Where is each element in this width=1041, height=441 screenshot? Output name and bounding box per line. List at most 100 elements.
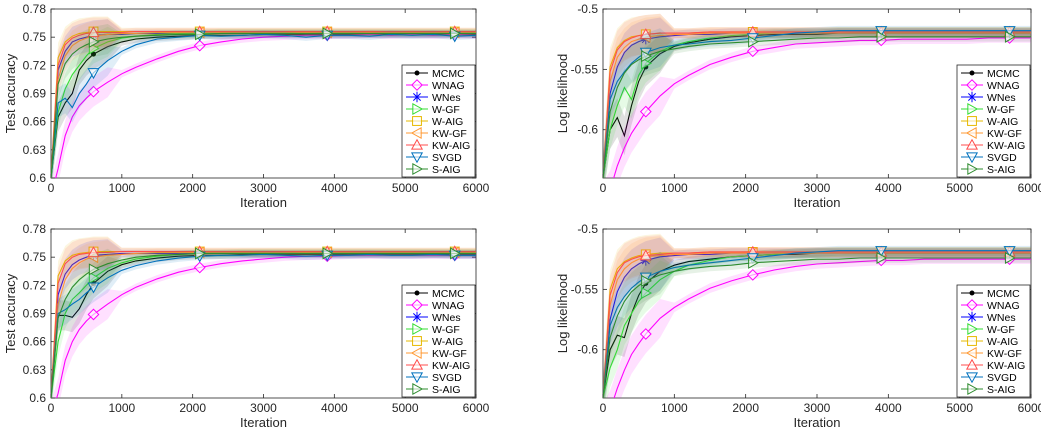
- legend-swatch-marker-kw-aig: [410, 138, 424, 150]
- x-tick-label: 4000: [321, 181, 348, 195]
- y-tick-label: -0.6: [577, 123, 598, 137]
- series-marker-kw-aig: [87, 246, 100, 258]
- legend-label-mcmc: MCMC: [432, 288, 465, 300]
- legend-label-kw-aig: KW-AIG: [987, 360, 1025, 372]
- legend-swatch-marker-s-aig: [967, 162, 979, 176]
- legend: MCMCWNAGWNesW-GFW-AIGKW-GFKW-AIGSVGDS-AI…: [956, 284, 1031, 398]
- x-tick-label: 5000: [392, 181, 419, 195]
- series-marker-svgd: [87, 68, 100, 80]
- chart-panel-3: 0 1000 2000 3000 4000 5000 6000 0.6 0.63 0.66 0.69…: [3, 222, 490, 430]
- series-marker-wnag: [87, 308, 100, 321]
- series-line-svgd: [603, 30, 1031, 178]
- x-tick-label: 3000: [250, 401, 277, 415]
- y-tick-label: -0.55: [571, 62, 599, 76]
- series-band-svgd: [603, 245, 1031, 398]
- legend-swatch-marker-w-aig: [412, 336, 422, 346]
- legend: MCMCWNAGWNesW-GFW-AIGKW-GFKW-AIGSVGDS-AI…: [956, 64, 1031, 178]
- x-tick-label: 6000: [463, 401, 490, 415]
- legend-label-kw-aig: KW-AIG: [432, 360, 470, 372]
- y-tick-label: 0.6: [29, 171, 46, 185]
- series-band-s-aig: [51, 248, 476, 398]
- legend-label-kw-gf: KW-GF: [432, 348, 467, 360]
- legend-label-w-gf: W-GF: [987, 104, 1015, 116]
- legend-swatch-marker-svgd: [410, 372, 424, 384]
- legend-label-wnag: WNAG: [987, 300, 1020, 312]
- legend-label-wnag: WNAG: [987, 80, 1020, 92]
- series-group: [51, 236, 476, 398]
- legend-label-svgd: SVGD: [987, 152, 1017, 164]
- series-marker-kw-aig: [87, 26, 100, 38]
- x-tick-label: 5000: [392, 401, 419, 415]
- x-tick-label: 5000: [946, 401, 973, 415]
- legend-swatch-marker-kw-gf: [410, 126, 422, 140]
- legend-swatch-marker-kw-aig: [410, 358, 424, 370]
- y-axis-label: Log likelihood: [555, 54, 570, 134]
- series-band-s-aig: [603, 253, 1031, 398]
- legend-swatch-marker-w-gf: [967, 102, 979, 116]
- x-tick-label: 1000: [661, 401, 688, 415]
- y-tick-label: 0.69: [23, 307, 47, 321]
- y-tick-label: 0.63: [23, 363, 47, 377]
- x-axis-label: Iteration: [240, 195, 287, 210]
- series-line-kw-aig: [603, 31, 1031, 178]
- series-group: [603, 13, 1031, 178]
- series-marker-kw-aig: [639, 28, 652, 40]
- series-line-s-aig: [603, 36, 1031, 178]
- x-tick-label: 1000: [108, 401, 135, 415]
- y-tick-label: -0.5: [577, 2, 598, 16]
- series-marker-s-aig: [641, 50, 653, 63]
- x-axis-label: Iteration: [794, 195, 841, 210]
- y-tick-label: 0.69: [23, 87, 47, 101]
- y-tick-label: 0.63: [23, 143, 47, 157]
- y-tick-label: 0.72: [23, 278, 47, 292]
- legend-label-mcmc: MCMC: [432, 68, 465, 80]
- y-tick-label: -0.55: [571, 282, 599, 296]
- series-band-s-aig: [603, 31, 1031, 178]
- series-line-kw-aig: [51, 30, 476, 178]
- legend-swatch-marker-mcmc: [414, 70, 420, 76]
- series-line-s-aig: [51, 252, 476, 398]
- series-band-svgd: [603, 25, 1031, 178]
- series-marker-s-aig: [195, 28, 206, 41]
- legend-swatch-marker-wnes: [966, 311, 978, 323]
- y-tick-label: 0.78: [23, 2, 47, 16]
- x-tick-label: 3000: [250, 181, 277, 195]
- series-marker-svgd: [1003, 246, 1016, 257]
- series-marker-wnag: [193, 39, 206, 52]
- x-tick-label: 4000: [321, 401, 348, 415]
- legend-swatch-marker-wnag: [411, 299, 423, 311]
- legend-swatch-marker-kw-gf: [965, 346, 977, 360]
- series-group: [51, 16, 476, 178]
- legend-swatch-marker-kw-aig: [965, 358, 979, 370]
- y-tick-label: 0.6: [29, 391, 46, 405]
- series-line-kw-gf: [51, 31, 476, 178]
- series-marker-s-aig: [88, 263, 100, 276]
- x-tick-label: 6000: [1018, 401, 1041, 415]
- legend-swatch-marker-w-aig: [967, 336, 977, 346]
- series-marker-s-aig: [876, 251, 888, 265]
- x-tick-label: 4000: [875, 401, 902, 415]
- legend-label-svgd: SVGD: [432, 372, 462, 384]
- x-tick-label: 1000: [108, 181, 135, 195]
- legend-label-wnes: WNes: [432, 312, 461, 324]
- series-line-s-aig: [51, 32, 476, 178]
- series-line-kw-aig: [603, 251, 1031, 398]
- series-marker-s-aig: [1004, 251, 1016, 265]
- x-tick-label: 0: [48, 401, 55, 415]
- legend-swatch-marker-w-gf: [967, 322, 979, 336]
- legend-label-s-aig: S-AIG: [432, 384, 461, 396]
- y-tick-label: 0.75: [23, 30, 47, 44]
- series-marker-s-aig: [641, 274, 653, 287]
- legend-label-kw-gf: KW-GF: [987, 348, 1022, 360]
- legend-label-s-aig: S-AIG: [987, 384, 1016, 396]
- series-marker-w-gf: [641, 286, 653, 300]
- y-tick-label: -0.5: [577, 222, 598, 236]
- x-tick-label: 4000: [875, 181, 902, 195]
- series-marker-wnag: [639, 328, 652, 340]
- series-line-kw-gf: [603, 252, 1031, 398]
- chart-panel-4: 0 1000 2000 3000 4000 5000 6000 -0.5 -0.55 -0.6 It…: [555, 222, 1041, 430]
- legend-swatch-marker-w-aig: [967, 116, 977, 126]
- x-tick-label: 1000: [661, 181, 688, 195]
- x-axis-label: Iteration: [240, 415, 287, 430]
